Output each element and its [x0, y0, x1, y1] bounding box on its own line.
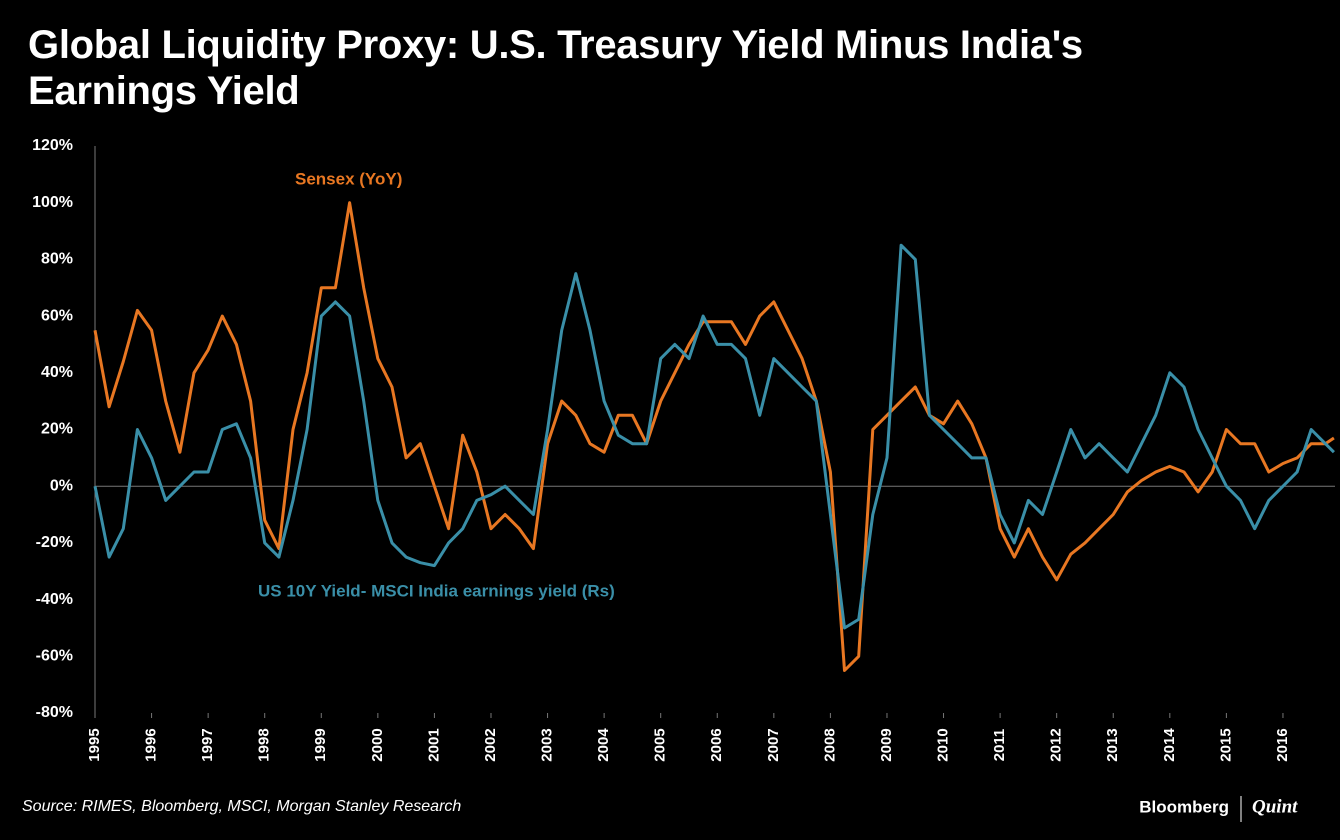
- y-tick-label: -80%: [36, 704, 73, 721]
- y-tick-label: -40%: [36, 591, 73, 608]
- y-tick-label: 80%: [41, 251, 73, 268]
- x-tick-label: 2008: [821, 728, 838, 761]
- series-line: [93, 243, 1335, 630]
- x-tick-label: 1998: [256, 728, 273, 761]
- y-tick-label: 20%: [41, 421, 73, 438]
- x-tick-label: 2001: [425, 728, 442, 761]
- x-tick-label: 2003: [539, 728, 556, 761]
- x-tick-label: 2006: [708, 728, 725, 761]
- series-line: [93, 201, 1335, 672]
- brand-partner: Quint: [1252, 796, 1298, 817]
- x-tick-label: 2004: [595, 728, 612, 762]
- source-note: Source: RIMES, Bloomberg, MSCI, Morgan S…: [22, 798, 461, 815]
- y-tick-label: -60%: [36, 648, 73, 665]
- y-tick-label: 100%: [32, 194, 73, 211]
- x-tick-label: 1997: [199, 728, 216, 761]
- y-tick-label: 120%: [32, 137, 73, 154]
- x-tick-label: 2013: [1104, 728, 1121, 761]
- x-tick-label: 2015: [1217, 728, 1234, 761]
- chart-title: Global Liquidity Proxy: U.S. Treasury Yi…: [28, 23, 1083, 113]
- x-tick-label: 1995: [86, 728, 103, 761]
- x-tick-label: 2016: [1274, 728, 1291, 761]
- y-tick-label: -20%: [36, 534, 73, 551]
- x-tick-label: 1996: [143, 728, 160, 761]
- x-tick-label: 2002: [482, 728, 499, 761]
- x-tick-label: 2012: [1048, 728, 1065, 761]
- x-tick-label: 2014: [1161, 728, 1178, 762]
- x-tick-label: 2007: [765, 728, 782, 761]
- x-tick-label: 2009: [878, 728, 895, 761]
- x-tick-label: 2000: [369, 728, 386, 761]
- series-label: US 10Y Yield- MSCI India earnings yield …: [258, 581, 615, 600]
- x-tick-label: 2010: [935, 728, 952, 761]
- y-tick-label: 40%: [41, 364, 73, 381]
- x-tick-label: 1999: [312, 728, 329, 761]
- x-tick-label: 2011: [991, 729, 1008, 762]
- x-tick-label: 2005: [652, 728, 669, 761]
- y-tick-label: 0%: [50, 477, 73, 494]
- y-tick-label: 60%: [41, 307, 73, 324]
- series-label: Sensex (YoY): [295, 169, 402, 188]
- brand-name: Bloomberg: [1139, 797, 1229, 816]
